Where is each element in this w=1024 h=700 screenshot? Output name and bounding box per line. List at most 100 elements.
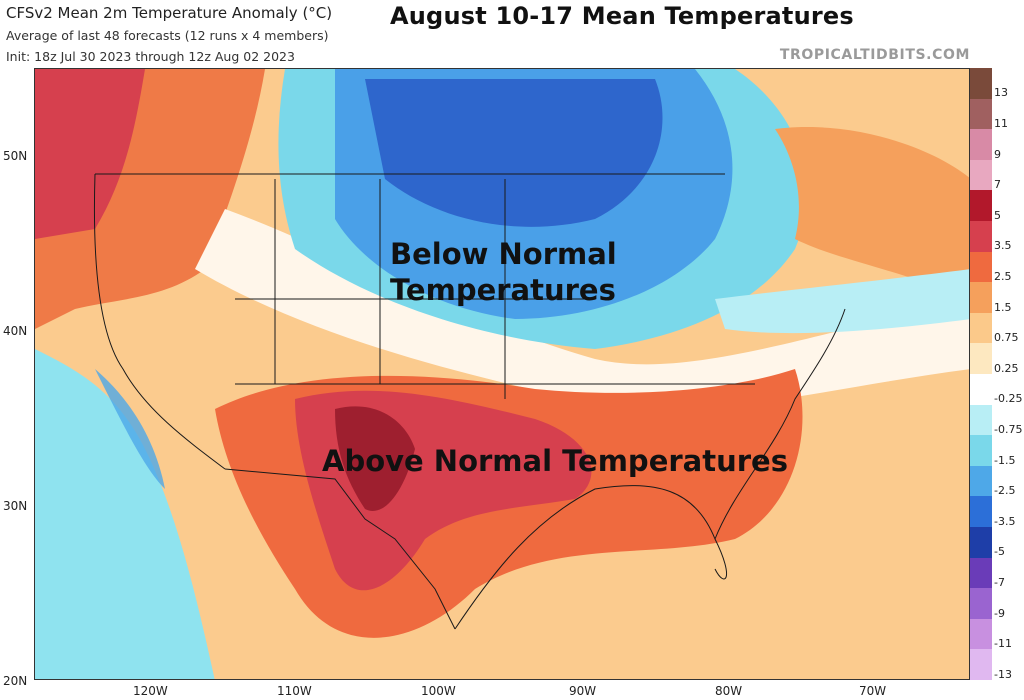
- legend-label: -13: [994, 667, 1012, 681]
- legend-label: 0.25: [994, 361, 1019, 375]
- north-cool-core: [365, 79, 663, 227]
- northwest-warm-core: [35, 69, 145, 239]
- legend-row: -2.5: [970, 465, 1024, 497]
- legend-swatch: [970, 557, 992, 573]
- legend-swatch: [970, 358, 992, 374]
- legend-swatch: [970, 481, 992, 497]
- legend-label: -1.5: [994, 453, 1016, 467]
- legend-swatch: [970, 175, 992, 191]
- legend-label: -7: [994, 575, 1005, 589]
- credit-watermark: TROPICALTIDBITS.COM: [779, 47, 970, 63]
- legend-row: 5: [970, 190, 1024, 222]
- legend-swatch: [970, 404, 992, 420]
- anomaly-map: [34, 68, 970, 680]
- legend-row: 9: [970, 129, 1024, 161]
- legend-swatch: [970, 374, 992, 390]
- lon-label-110w: 110W: [277, 684, 312, 698]
- legend-row: -5: [970, 527, 1024, 558]
- lat-label-30n: 30N: [3, 499, 28, 513]
- legend-swatch: [970, 496, 992, 512]
- legend-label: 13: [994, 86, 1008, 100]
- pacific-cool-core: [95, 369, 165, 489]
- legend-swatch: [970, 83, 992, 99]
- product-subtitle: Average of last 48 forecasts (12 runs x …: [6, 28, 329, 43]
- colorbar-legend: 13 11 9 7 5 3.5 2.5 1.5 0.75 0.25 -0.25 -0.75 -1.5 -2…: [970, 68, 1024, 681]
- south-warm-peak: [335, 406, 415, 511]
- legend-label: -2.5: [994, 484, 1016, 498]
- pacific-cool-region: [35, 349, 215, 679]
- legend-row: 2.5: [970, 251, 1024, 283]
- legend-label: -5: [994, 545, 1005, 559]
- legend-label: 0.75: [994, 331, 1019, 345]
- legend-swatch: [970, 68, 992, 84]
- legend-swatch: [970, 588, 992, 604]
- legend-row: -13: [970, 649, 1024, 681]
- annotation-below-line2: Temperatures: [390, 273, 616, 307]
- legend-swatch: [970, 236, 992, 252]
- legend-swatch: [970, 190, 992, 206]
- init-time: Init: 18z Jul 30 2023 through 12z Aug 02…: [6, 49, 295, 64]
- annotation-below-normal: Below Normal Temperatures: [390, 236, 617, 308]
- legend-row: 13: [970, 68, 1024, 99]
- legend-row: 0.75: [970, 312, 1024, 344]
- legend-swatch: [970, 618, 992, 635]
- legend-swatch: [970, 634, 992, 650]
- overlay-title: August 10-17 Mean Temperatures: [390, 2, 854, 30]
- legend-label: 2.5: [994, 269, 1012, 283]
- legend-swatch: [970, 389, 992, 405]
- legend-swatch: [970, 129, 992, 145]
- neutral-band: [195, 209, 969, 410]
- legend-row: 11: [970, 98, 1024, 130]
- legend-label: -3.5: [994, 514, 1016, 528]
- legend-swatch: [970, 603, 992, 619]
- lon-label-70w: 70W: [859, 684, 887, 698]
- legend-row: 3.5: [970, 221, 1024, 252]
- legend-swatch: [970, 312, 992, 329]
- legend-swatch: [970, 435, 992, 451]
- legend-row: 1.5: [970, 282, 1024, 314]
- legend-swatch: [970, 419, 992, 436]
- legend-swatch: [970, 113, 992, 130]
- legend-swatch: [970, 144, 992, 160]
- legend-swatch: [970, 664, 992, 680]
- legend-label: 7: [994, 178, 1001, 192]
- legend-swatch: [970, 159, 992, 176]
- lat-label-40n: 40N: [3, 324, 28, 338]
- legend-label: 1.5: [994, 300, 1012, 314]
- legend-swatch: [970, 572, 992, 589]
- legend-swatch: [970, 328, 992, 344]
- map-shading: [35, 69, 969, 679]
- legend-swatch: [970, 266, 992, 283]
- legend-swatch: [970, 649, 992, 665]
- annotation-above-normal: Above Normal Temperatures: [322, 444, 788, 478]
- eastcoast-cool-tongue: [715, 269, 969, 334]
- legend-row: 0.25: [970, 343, 1024, 375]
- legend-row: -1.5: [970, 435, 1024, 467]
- legend-swatch: [970, 542, 992, 558]
- legend-swatch: [970, 527, 992, 543]
- legend-swatch: [970, 465, 992, 482]
- legend-row: 7: [970, 159, 1024, 191]
- legend-label: -0.25: [994, 392, 1023, 406]
- legend-label: -9: [994, 606, 1005, 620]
- legend-label: 5: [994, 208, 1001, 222]
- legend-label: -0.75: [994, 422, 1023, 436]
- legend-swatch: [970, 511, 992, 527]
- lat-label-20n: 20N: [3, 674, 28, 688]
- legend-label: -11: [994, 637, 1012, 651]
- legend-swatch: [970, 251, 992, 267]
- legend-swatch: [970, 98, 992, 114]
- lat-label-50n: 50N: [3, 149, 28, 163]
- legend-label: 11: [994, 116, 1008, 130]
- legend-row: -7: [970, 557, 1024, 589]
- legend-row: -9: [970, 588, 1024, 620]
- legend-label: 9: [994, 147, 1001, 161]
- northeast-warm-region: [775, 127, 969, 299]
- legend-swatch: [970, 343, 992, 359]
- legend-row: -11: [970, 618, 1024, 650]
- legend-row: -0.25: [970, 374, 1024, 405]
- legend-swatch: [970, 205, 992, 221]
- legend-swatch: [970, 282, 992, 298]
- legend-row: -0.75: [970, 404, 1024, 436]
- legend-row: -3.5: [970, 496, 1024, 528]
